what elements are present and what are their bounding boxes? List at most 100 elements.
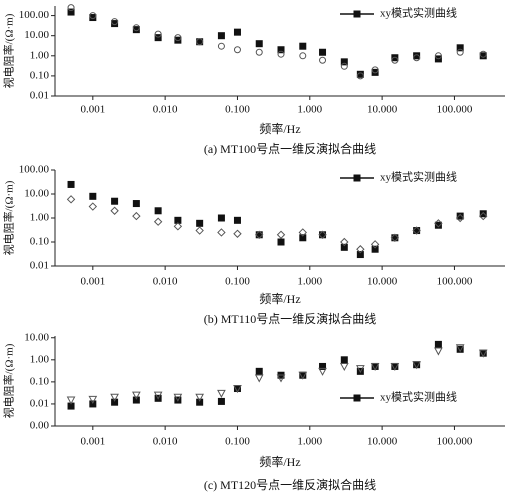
marker-square <box>319 231 327 239</box>
x-tick-label: 100.000 <box>437 436 473 448</box>
marker-triangle <box>88 395 98 404</box>
y-tick-label: 0.10 <box>30 69 50 81</box>
marker-square <box>456 345 464 353</box>
marker-square <box>356 251 364 259</box>
marker-diamond <box>110 206 119 215</box>
marker-triangle <box>254 374 264 383</box>
marker-triangle <box>153 391 163 400</box>
marker-square <box>391 362 399 370</box>
x-tick-label: 1.000 <box>297 276 322 288</box>
marker-square <box>67 180 75 188</box>
marker-triangle <box>173 393 183 402</box>
marker-triangle <box>298 371 308 380</box>
marker-triangle <box>434 347 443 356</box>
y-tick-label: 0.01 <box>30 397 49 409</box>
marker-square <box>154 207 162 215</box>
marker-square <box>479 210 487 218</box>
chart: 0.01 0.10 1.00 10.00 100.00 0.001 0.010 0.100 1.… <box>2 4 505 156</box>
marker-circle <box>299 52 307 60</box>
marker-circle <box>255 48 263 56</box>
marker-diamond <box>153 217 163 226</box>
marker-square <box>255 367 263 375</box>
marker-square <box>479 349 487 357</box>
y-axis-label: 视电阻率/(Ω·m) <box>2 13 16 88</box>
marker-triangle <box>110 393 119 402</box>
marker-square <box>233 28 241 36</box>
y-tick-label: 10.00 <box>24 331 49 343</box>
marker-circle <box>132 24 140 32</box>
chart-caption: (c) MT120号点一维反演拟合曲线 <box>204 477 376 492</box>
marker-square <box>89 14 97 22</box>
x-axis-label: 频率/Hz <box>259 454 300 469</box>
marker-diamond <box>434 219 443 228</box>
marker-square <box>371 362 379 370</box>
marker-diamond <box>276 230 286 239</box>
y-tick-label: 1.00 <box>30 49 50 61</box>
x-tick-label: 0.001 <box>80 104 105 116</box>
marker-square <box>340 58 348 66</box>
marker-square <box>353 394 361 402</box>
marker-square <box>319 362 327 370</box>
marker-diamond <box>340 237 349 247</box>
chart-caption: (a) MT100号点一维反演拟合曲线 <box>204 141 376 156</box>
marker-square <box>111 197 119 205</box>
marker-diamond <box>298 228 307 237</box>
legend-label: xy模式实测曲线 <box>380 170 457 184</box>
y-tick-label: 0.10 <box>30 236 50 248</box>
marker-diamond <box>412 226 421 235</box>
y-axis-label: 视电阻率/(Ω·m) <box>2 343 16 418</box>
marker-diamond <box>370 240 380 249</box>
x-tick-label: 0.010 <box>153 276 178 288</box>
marker-triangle <box>195 393 204 402</box>
marker-circle <box>111 18 119 26</box>
marker-square <box>479 52 487 60</box>
marker-circle <box>89 12 97 20</box>
marker-square <box>132 396 140 404</box>
marker-square <box>353 174 361 182</box>
x-tick-label: 10.000 <box>367 436 398 448</box>
x-tick-label: 1.000 <box>297 104 322 116</box>
marker-circle <box>413 54 421 62</box>
marker-circle <box>233 46 241 54</box>
chart: 0.01 0.10 1.00 10.00 100.00 0.001 0.010 0.100 1.… <box>2 164 505 326</box>
marker-circle <box>356 72 364 80</box>
marker-square <box>196 38 204 46</box>
marker-triangle <box>318 367 327 376</box>
marker-triangle <box>390 362 400 372</box>
marker-square <box>299 371 307 379</box>
marker-triangle <box>132 391 141 400</box>
x-tick-label: 0.010 <box>153 436 178 448</box>
marker-square <box>391 234 399 242</box>
y-tick-label: 0.00 <box>30 420 50 432</box>
marker-square <box>340 243 348 251</box>
marker-square <box>413 227 421 235</box>
marker-triangle <box>370 362 380 372</box>
marker-square <box>67 402 75 410</box>
x-tick-label: 0.001 <box>80 276 105 288</box>
marker-square <box>196 219 204 227</box>
x-tick-label: 0.100 <box>225 104 250 116</box>
marker-square <box>233 216 241 224</box>
marker-square <box>154 34 162 42</box>
marker-square <box>299 42 307 50</box>
marker-square <box>299 234 307 242</box>
marker-triangle <box>66 396 76 405</box>
marker-square <box>217 214 225 222</box>
y-tick-label: 100.00 <box>19 164 50 176</box>
marker-square <box>434 340 442 348</box>
marker-square <box>111 20 119 28</box>
y-tick-label: 0.10 <box>30 375 50 387</box>
marker-diamond <box>88 202 98 211</box>
marker-diamond <box>255 230 264 239</box>
x-tick-label: 0.010 <box>153 104 178 116</box>
marker-square <box>255 40 263 48</box>
marker-diamond <box>455 213 465 223</box>
marker-circle <box>434 52 442 60</box>
marker-circle <box>391 56 399 64</box>
marker-diamond <box>390 233 400 242</box>
marker-square <box>132 200 140 208</box>
marker-triangle <box>233 385 242 394</box>
x-axis-label: 频率/Hz <box>259 291 300 306</box>
marker-diamond <box>132 211 141 221</box>
